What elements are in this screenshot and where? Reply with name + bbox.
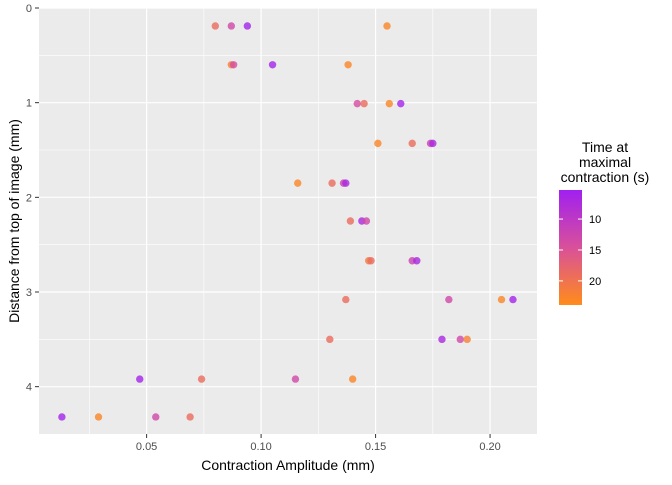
legend-tick-label: 10	[589, 214, 601, 226]
legend-title: Time at maximal contraction (s)	[561, 139, 650, 185]
data-point	[408, 139, 416, 148]
data-point	[429, 139, 437, 148]
legend-colorbar	[559, 190, 582, 305]
data-point	[385, 99, 394, 108]
x-axis-label: Contraction Amplitude (mm)	[201, 457, 375, 473]
y-tick-label: 4	[26, 382, 32, 394]
data-point	[413, 257, 421, 265]
data-point	[211, 22, 220, 30]
points	[58, 22, 517, 421]
data-point	[438, 335, 446, 344]
data-point	[509, 295, 517, 304]
y-tick-label: 2	[26, 192, 32, 204]
x-tick-label: 0.10	[250, 441, 271, 453]
data-point	[186, 413, 194, 421]
legend-tick-label: 15	[589, 245, 601, 257]
data-point	[360, 99, 368, 108]
data-point	[243, 22, 252, 30]
axes: 0.05 0.10 0.15 0.20 0 1 2 3 4	[26, 3, 501, 453]
data-point	[291, 375, 300, 383]
data-point	[463, 335, 471, 344]
x-tick-label: 0.05	[136, 441, 157, 453]
data-point	[456, 335, 464, 344]
y-axis-label: Distance from top of image (mm)	[6, 119, 22, 323]
legend: Time at maximal contraction (s) 10 15 20	[559, 139, 649, 305]
data-point	[294, 179, 302, 187]
y-tick-label: 3	[26, 287, 32, 299]
data-point	[136, 375, 144, 383]
x-tick-label: 0.15	[365, 441, 386, 453]
data-point	[227, 22, 236, 30]
data-point	[94, 413, 103, 421]
y-tick-label: 1	[26, 98, 32, 110]
data-point	[328, 179, 336, 187]
data-point	[346, 217, 355, 225]
grid	[39, 7, 537, 434]
data-point	[342, 295, 350, 304]
x-tick-label: 0.20	[479, 441, 500, 453]
data-point	[152, 413, 160, 421]
data-point	[229, 61, 238, 69]
data-point	[445, 295, 453, 304]
data-point	[326, 335, 334, 344]
data-point	[344, 61, 352, 69]
data-point	[348, 375, 357, 383]
data-point	[342, 179, 350, 187]
data-point	[367, 257, 375, 265]
data-point	[268, 61, 277, 69]
data-point	[383, 22, 391, 30]
y-tick-label: 0	[26, 3, 32, 15]
data-point	[497, 295, 506, 304]
data-point	[353, 99, 361, 108]
data-point	[374, 139, 382, 148]
data-point	[362, 217, 371, 225]
data-point	[397, 99, 405, 108]
plot-panel	[39, 8, 537, 434]
legend-tick-label: 20	[589, 276, 601, 288]
data-point	[197, 375, 206, 383]
data-point	[58, 413, 66, 421]
